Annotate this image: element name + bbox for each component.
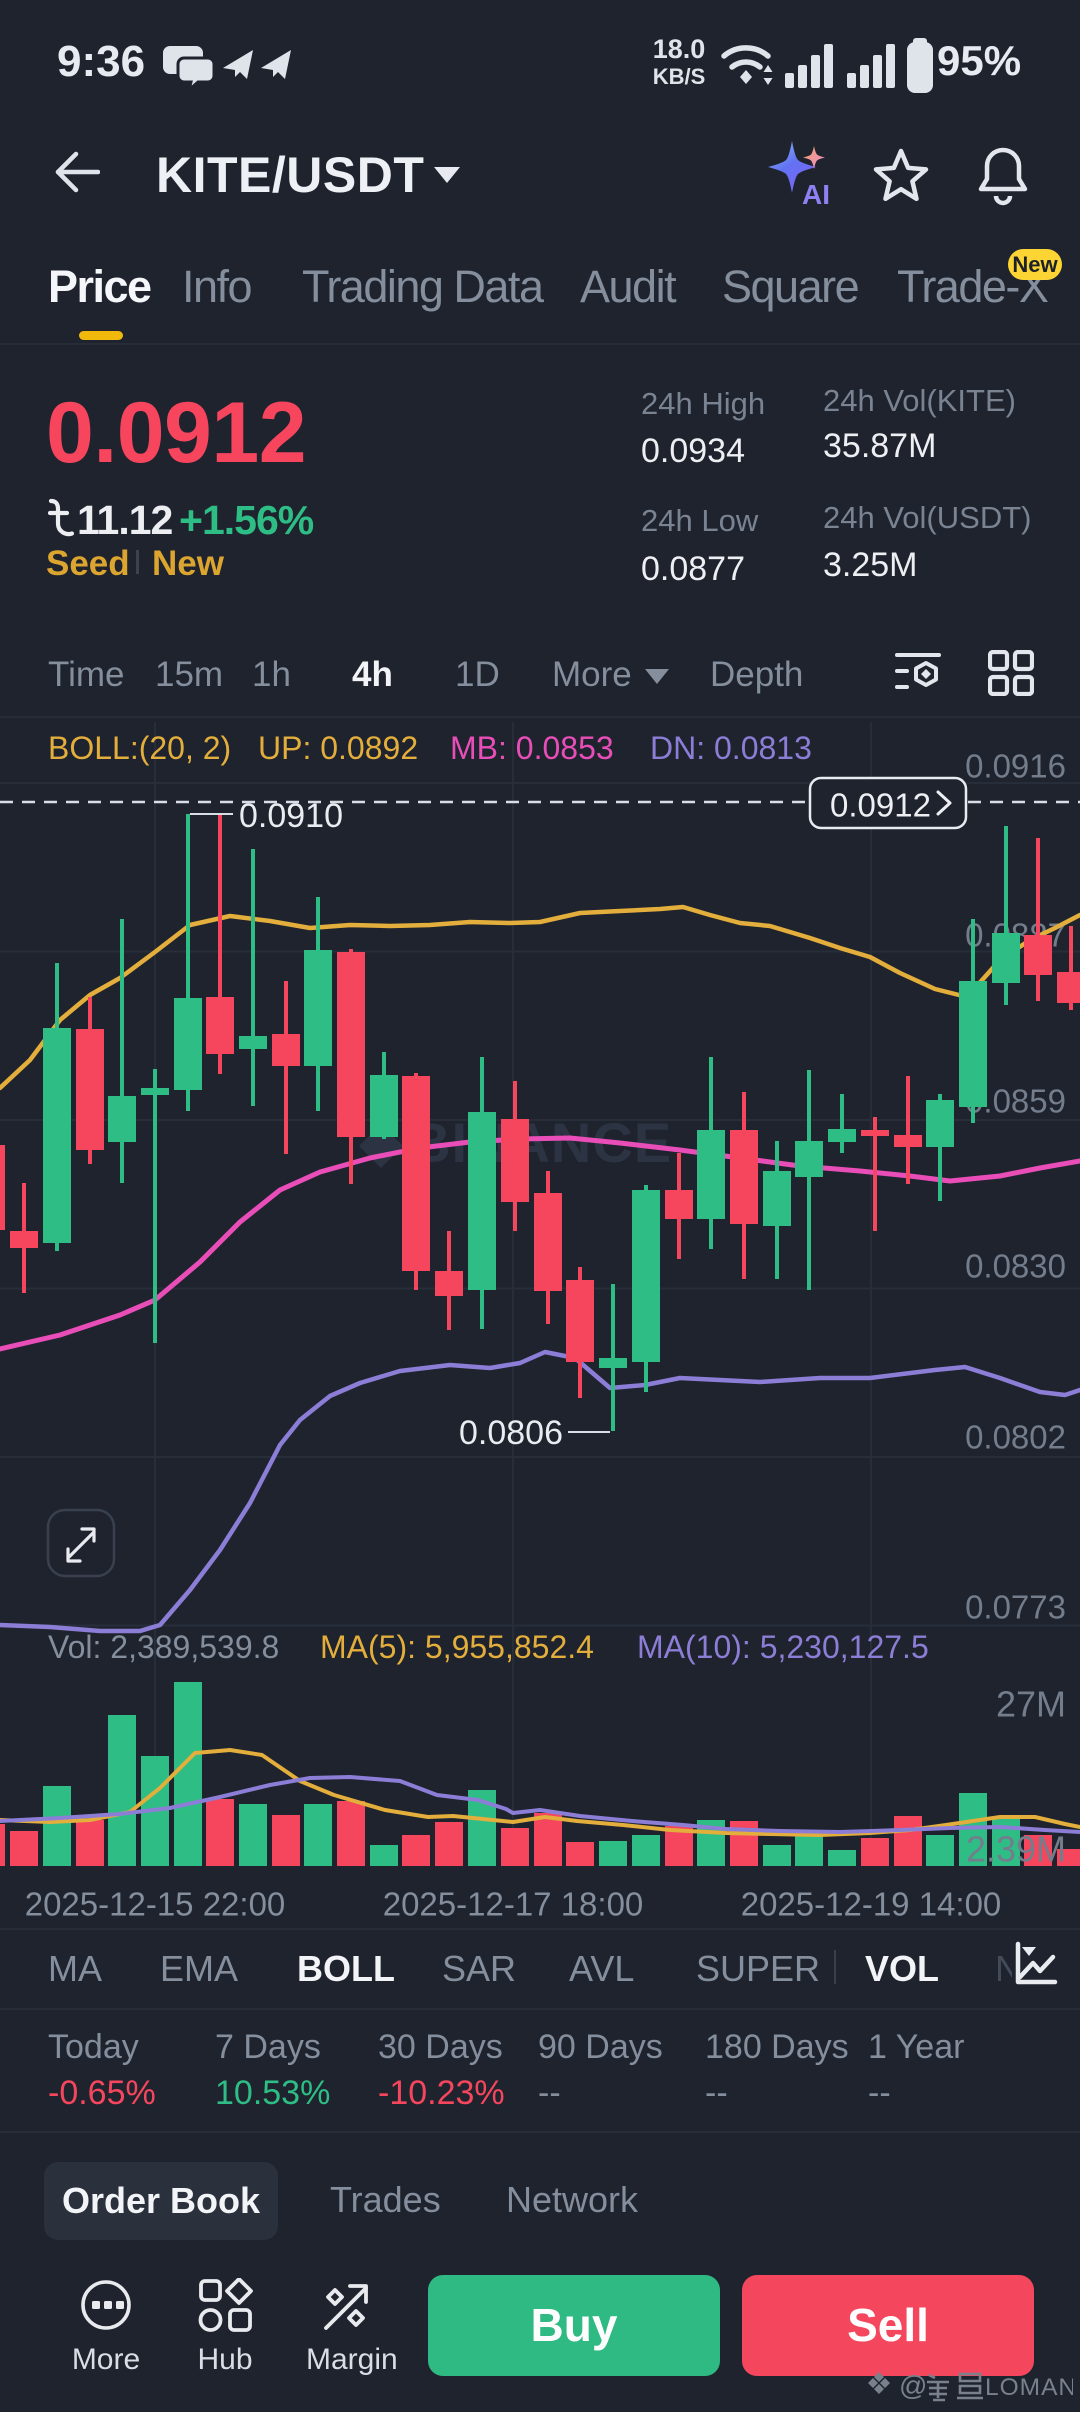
svg-text:2025-12-19 14:00: 2025-12-19 14:00 xyxy=(741,1886,1002,1923)
svg-text:LOMAN: LOMAN xyxy=(985,2374,1073,2401)
svg-text:MA(5): 5,955,852.4: MA(5): 5,955,852.4 xyxy=(320,1629,594,1665)
svg-text:Vol: 2,389,539.8: Vol: 2,389,539.8 xyxy=(48,1629,279,1665)
svg-text:@: @ xyxy=(899,2370,927,2401)
svg-text:MA(10): 5,230,127.5: MA(10): 5,230,127.5 xyxy=(637,1629,929,1665)
svg-text:2025-12-15 22:00: 2025-12-15 22:00 xyxy=(25,1886,286,1923)
svg-text:0.0910: 0.0910 xyxy=(239,797,343,835)
svg-text:0.0916: 0.0916 xyxy=(965,748,1066,785)
svg-text:2.39M: 2.39M xyxy=(966,1829,1066,1870)
svg-text:27M: 27M xyxy=(996,1684,1066,1725)
svg-text:0.0830: 0.0830 xyxy=(965,1248,1066,1285)
svg-text:AI: AI xyxy=(802,179,830,210)
svg-text:2025-12-17 18:00: 2025-12-17 18:00 xyxy=(383,1886,644,1923)
svg-text:DN: 0.0813: DN: 0.0813 xyxy=(650,730,812,766)
svg-text:0.0806: 0.0806 xyxy=(459,1414,563,1452)
svg-text:0.0773: 0.0773 xyxy=(965,1589,1066,1626)
svg-text:MB: 0.0853: MB: 0.0853 xyxy=(450,730,614,766)
svg-text:0.0802: 0.0802 xyxy=(965,1419,1066,1456)
svg-text:0.0912: 0.0912 xyxy=(830,787,931,824)
svg-text:UP: 0.0892: UP: 0.0892 xyxy=(258,730,418,766)
svg-text:BOLL:(20, 2): BOLL:(20, 2) xyxy=(48,730,231,766)
